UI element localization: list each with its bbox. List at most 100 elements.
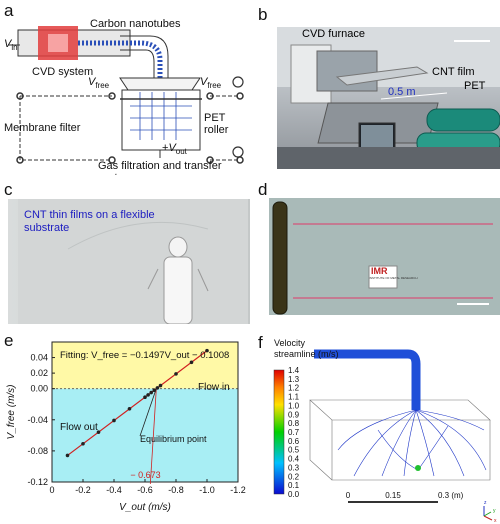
- x-tick-label: -0.6: [137, 485, 153, 495]
- colorbar-tick-label: 0.4: [288, 455, 300, 464]
- colorbar-tick-label: 0.8: [288, 419, 300, 428]
- cnt-film-photo: [8, 199, 250, 324]
- filter-box: [121, 89, 201, 151]
- panel-e-chart: e 0 -0.2 -0.4 -0.6 -0.8 -1.0 -1.2 0.04 0.02 0.00 -…: [0, 330, 250, 524]
- colorbar: [273, 369, 285, 495]
- x-tick-label: -0.4: [106, 485, 122, 495]
- data-point: [127, 407, 132, 411]
- panel-f-streamline: f Velocity streamline (m/s): [258, 330, 500, 524]
- data-point: [189, 360, 194, 365]
- v-in-label: Vin: [4, 38, 18, 53]
- panel-d-photo: d IMR INSTITUTE OF METAL RESEARCH: [258, 177, 500, 327]
- heater-core: [48, 34, 68, 52]
- data-point: [149, 390, 153, 395]
- carbon-nanotubes-label: Carbon nanotubes: [90, 18, 181, 30]
- person-illustration: [18, 199, 248, 324]
- hood: [119, 77, 201, 91]
- panel-label-c: c: [4, 180, 13, 199]
- cnt-thin-films-annotation: CNT thin films on a flexible substrate: [24, 209, 155, 234]
- colorbar-tick-label: 1.3: [288, 375, 300, 384]
- imr-logo-sub: INSTITUTE OF METAL RESEARCH: [369, 276, 418, 280]
- colorbar-tick-label: 1.2: [288, 384, 300, 393]
- furnace-illustration: [277, 27, 500, 169]
- streamlines: [337, 409, 487, 477]
- fit-equation: Fitting: V_free = −0.1497V_out − 0.1008: [60, 350, 229, 361]
- gas-filtration-caption: Gas filtration and transfer system: [98, 160, 222, 175]
- data-point: [143, 395, 147, 400]
- scale-label: 0: [346, 491, 351, 500]
- data-point: [205, 348, 209, 353]
- panel-label-d: d: [258, 180, 268, 199]
- y-tick-label: 0.04: [30, 353, 48, 363]
- scale-bar-b: [454, 40, 490, 42]
- flow-out-label: Flow out: [60, 422, 98, 433]
- equilibrium-arrow: [139, 388, 157, 437]
- colorbar-tick-label: 1.4: [288, 366, 300, 375]
- x-tick-label: -1.2: [230, 485, 246, 495]
- colorbar-tick-label: 0.0: [288, 490, 300, 499]
- inlet-pipe-flow: [314, 349, 421, 410]
- cvd-system-label: CVD system: [32, 66, 94, 78]
- streamline-title: Velocity streamline (m/s): [274, 338, 339, 359]
- y-tick-label: -0.08: [27, 446, 48, 456]
- pipe-bend: [120, 35, 169, 78]
- colorbar-tick-label: 0.7: [288, 428, 300, 437]
- box-top: [309, 399, 491, 421]
- data-point: [96, 430, 101, 434]
- data-point: [112, 418, 116, 423]
- panel-b-photo: b CVD furnace CNT film PET 0.5 m: [258, 0, 500, 175]
- transfer-loop: [19, 95, 240, 161]
- cvd-furnace-label: CVD furnace: [302, 28, 365, 40]
- y-tick-label: 0.00: [30, 384, 48, 394]
- data-point: [65, 453, 70, 458]
- panel-c-photo: c CNT thin films on a flexible substrate: [0, 177, 250, 327]
- x-tick-label: 0: [49, 485, 54, 495]
- x-axis-label: V_out (m/s): [119, 502, 171, 513]
- cnt-film-label: CNT film: [432, 66, 475, 78]
- v-free-label-right: Vfree: [200, 76, 222, 91]
- scale-label: 0.3 (m): [438, 491, 464, 500]
- membrane-filter-label: Membrane filter: [4, 122, 81, 134]
- velocity-fit-chart: 0 -0.2 -0.4 -0.6 -0.8 -1.0 -1.2 0.04 0.02 0.00 -0.…: [6, 341, 246, 513]
- box-front: [331, 420, 491, 481]
- rollers: [16, 92, 244, 164]
- film-roll-photo: [269, 198, 500, 315]
- flow-in-label: Flow in: [198, 382, 230, 393]
- colorbar-tick-label: 1.1: [288, 393, 300, 402]
- streamline-figure: 1.41.31.21.11.00.90.80.70.60.50.40.30.20…: [273, 349, 497, 524]
- cvd-furnace-photo: [277, 27, 500, 169]
- pet-roller-icon-top: [232, 76, 244, 88]
- outlet-hotspot: [415, 465, 421, 471]
- axis-triad-label: z: [484, 500, 487, 506]
- y-tick-label: -0.12: [27, 477, 48, 487]
- x-tick-label: -0.2: [75, 485, 91, 495]
- colorbar-tick-label: 0.3: [288, 463, 300, 472]
- y-tick-label: 0.02: [30, 368, 48, 378]
- colorbar-tick-label: 0.9: [288, 410, 300, 419]
- equilibrium-x-label: − 0.673: [130, 470, 160, 480]
- data-point: [158, 383, 163, 388]
- scale-label: 0.15: [385, 491, 401, 500]
- nanotube-flow: [78, 40, 163, 78]
- axis-triad: [483, 506, 493, 521]
- data-point: [146, 393, 150, 397]
- data-point: [174, 372, 178, 376]
- imr-logo: IMR: [371, 266, 388, 276]
- equilibrium-leader: [149, 388, 157, 485]
- fit-line: [67, 350, 208, 456]
- data-point: [81, 442, 85, 446]
- pet-roller-icon-bottom: [232, 146, 244, 158]
- length-label: 0.5 m: [388, 86, 416, 98]
- flow-out-region: [52, 388, 238, 482]
- panel-label-b: b: [258, 5, 268, 24]
- axis-triad-label: y: [493, 508, 496, 514]
- colorbar-tick-label: 0.6: [288, 437, 300, 446]
- panel-label-e: e: [4, 331, 14, 350]
- equilibrium-label: Equilibrium point: [140, 434, 207, 444]
- v-out-label: +Vout: [162, 142, 187, 157]
- colorbar-tick-label: 0.1: [288, 481, 300, 490]
- y-axis-label: V_free (m/s): [6, 384, 17, 439]
- axis-triad-label: x: [494, 518, 497, 524]
- flow-lines: [130, 92, 192, 140]
- colorbar-tick-label: 1.0: [288, 401, 300, 410]
